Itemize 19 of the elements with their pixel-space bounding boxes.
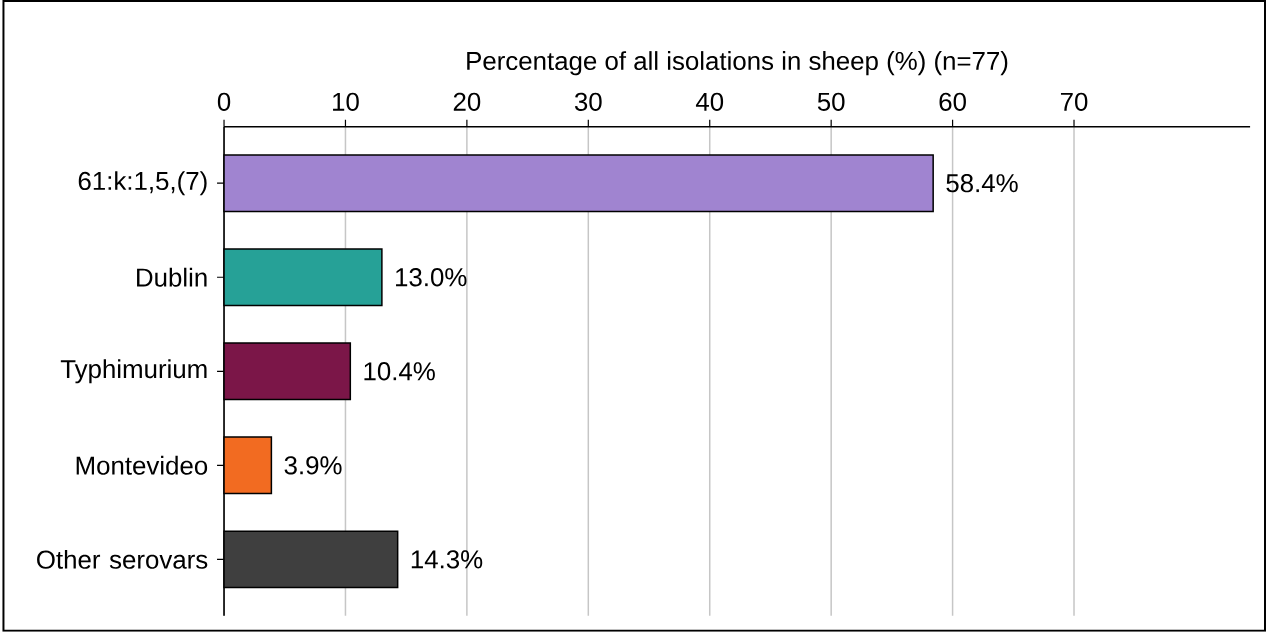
data-label: 58.4% [946, 174, 1018, 193]
x-tick-label: 0 [217, 92, 231, 112]
y-tick-label: Typhimurium [60, 359, 207, 384]
data-label: 3.9% [284, 456, 342, 475]
y-tick-label: Montevideo [76, 455, 208, 475]
data-label: 14.3% [411, 550, 483, 569]
x-tick-label: 20 [453, 92, 481, 112]
x-tick-label: 40 [695, 92, 724, 112]
y-tick-label: Dublin [137, 267, 207, 287]
x-tick-label: 70 [1060, 92, 1088, 112]
y-tick-label: 61:k:1,5,(7) [78, 171, 207, 196]
x-tick-label: 60 [939, 92, 966, 112]
y-tick-label: Other serovars [37, 549, 208, 569]
x-axis-title: Percentage of all isolations in sheep (%) (n=77) [467, 51, 1008, 76]
data-label: 13.0% [396, 268, 467, 287]
x-tick-label: 30 [574, 92, 602, 112]
x-tick-label: 10 [333, 92, 359, 112]
data-label: 10.4% [364, 362, 435, 381]
x-tick-label: 50 [817, 92, 845, 112]
